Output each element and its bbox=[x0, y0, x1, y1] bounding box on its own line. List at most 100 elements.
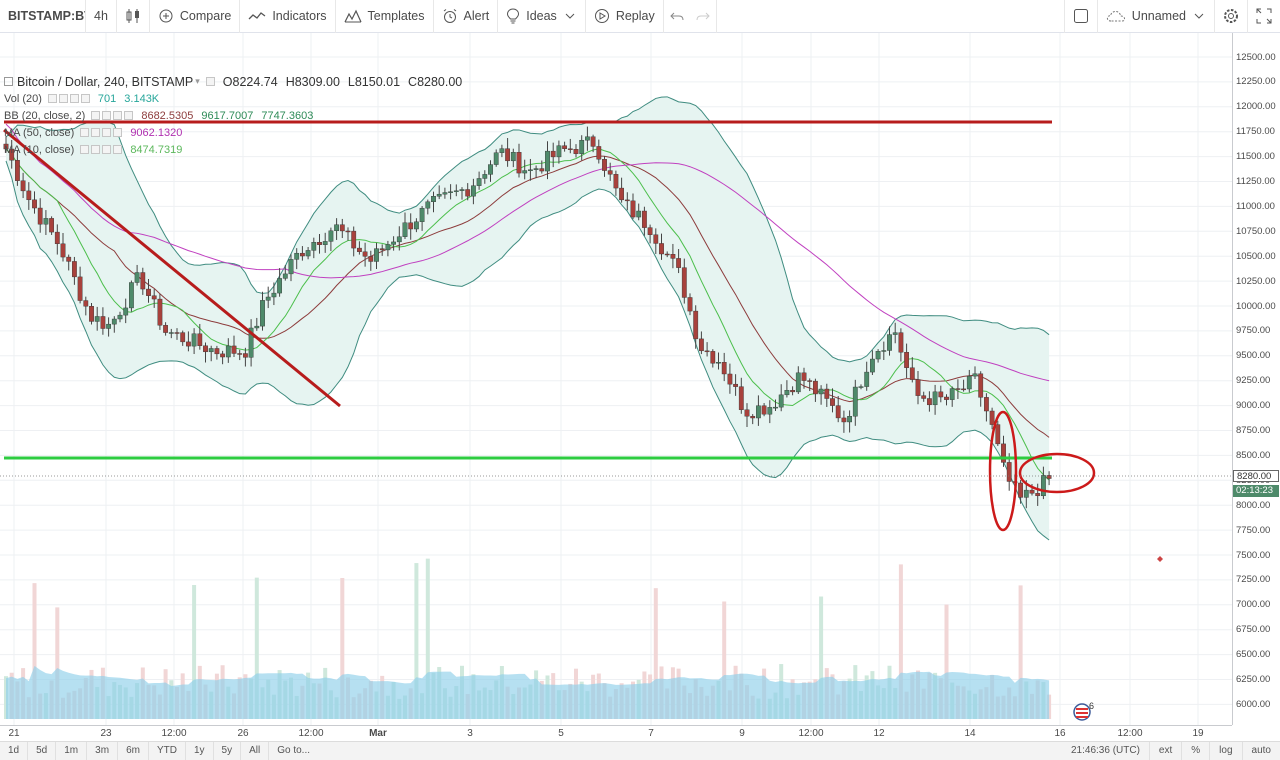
legend-indicator-row[interactable]: MA (50, close) 9062.1320 bbox=[4, 124, 470, 141]
candle-body bbox=[955, 388, 961, 390]
range-button-1d[interactable]: 1d bbox=[0, 742, 29, 760]
candle-body bbox=[966, 375, 972, 390]
indicator-name[interactable]: BB (20, close, 2) bbox=[4, 109, 86, 122]
auto-scale-toggle[interactable]: auto bbox=[1251, 745, 1271, 756]
redo-button[interactable] bbox=[690, 0, 717, 33]
more-icon[interactable] bbox=[80, 94, 90, 103]
eye-icon[interactable] bbox=[91, 111, 101, 120]
clock-display[interactable]: 21:46:36 (UTC) bbox=[1062, 742, 1150, 760]
candle-body bbox=[391, 241, 396, 245]
indicator-controls[interactable] bbox=[91, 111, 135, 120]
replay-button[interactable]: Replay bbox=[586, 0, 664, 33]
compare-label: Compare bbox=[179, 9, 232, 23]
percent-scale-toggle[interactable]: % bbox=[1182, 742, 1211, 760]
legend-indicator-row[interactable]: MA (10, close) 8474.7319 bbox=[4, 141, 470, 158]
fullscreen-button[interactable] bbox=[1248, 0, 1280, 33]
range-button-1m[interactable]: 1m bbox=[56, 742, 88, 760]
volume-bar bbox=[340, 577, 345, 719]
compare-button[interactable]: Compare bbox=[150, 0, 241, 33]
log-scale-toggle[interactable]: log bbox=[1210, 742, 1243, 760]
candle-body bbox=[385, 244, 391, 251]
eye-icon[interactable] bbox=[80, 128, 90, 137]
legend-indicator-row[interactable]: BB (20, close, 2) 8682.5305 9617.7007 7747.… bbox=[4, 107, 470, 124]
candle-body bbox=[847, 416, 853, 423]
annotation-ellipse-vertical[interactable] bbox=[988, 410, 1018, 532]
main-series-icon[interactable] bbox=[4, 77, 13, 86]
candle-body bbox=[77, 276, 83, 301]
price-axis[interactable]: 12500.00 12250.00 12000.00 11750.00 11500.00… bbox=[1232, 33, 1280, 725]
indicator-controls[interactable] bbox=[80, 145, 124, 154]
small-diamond-marker[interactable] bbox=[1157, 556, 1163, 562]
candle-body bbox=[636, 210, 642, 218]
candle-body bbox=[134, 272, 140, 283]
time-axis[interactable]: 21 23 12:00 26 12:00 Mar 3 5 7 9 12:00 12 14 16 12:00 1… bbox=[0, 725, 1232, 742]
templates-button[interactable]: Templates bbox=[336, 0, 434, 33]
more-icon[interactable] bbox=[124, 111, 134, 120]
close-icon[interactable] bbox=[113, 111, 123, 120]
indicator-name[interactable]: Vol (20) bbox=[4, 92, 42, 105]
chart-pane[interactable]: 6 Bitcoin / Dollar, 240, BITSTAMP ▾ O822… bbox=[0, 33, 1232, 725]
price-chart[interactable]: 6 bbox=[0, 33, 1232, 725]
range-button-3m[interactable]: 3m bbox=[87, 742, 119, 760]
candle-body bbox=[294, 252, 300, 260]
close-icon[interactable] bbox=[102, 145, 112, 154]
more-icon[interactable] bbox=[113, 128, 123, 137]
candle-body bbox=[431, 196, 436, 203]
fullscreen-chart-button[interactable] bbox=[1063, 0, 1098, 33]
legend-indicator-row[interactable]: Vol (20) 701 3.143K bbox=[4, 90, 470, 107]
alert-button[interactable]: Alert bbox=[434, 0, 499, 33]
interval-selector[interactable]: 4h bbox=[86, 0, 117, 33]
close-value: C8280.00 bbox=[408, 74, 463, 89]
gear-icon[interactable] bbox=[58, 94, 68, 103]
price-tick-label: 7250.00 bbox=[1236, 574, 1271, 586]
candle-body bbox=[379, 248, 385, 251]
lightbulb-icon bbox=[507, 8, 520, 24]
chart-style-button[interactable] bbox=[117, 0, 150, 33]
more-icon[interactable] bbox=[113, 145, 123, 154]
candle-body bbox=[9, 148, 15, 161]
indicator-controls[interactable] bbox=[47, 94, 92, 103]
candle-body bbox=[818, 388, 824, 395]
symbol-search[interactable]: BITSTAMP:BTCUSD bbox=[0, 0, 86, 33]
indicator-name[interactable]: MA (10, close) bbox=[4, 143, 75, 156]
close-icon[interactable] bbox=[69, 94, 79, 103]
price-tick-label: 8000.00 bbox=[1236, 499, 1271, 511]
candle-body bbox=[585, 136, 590, 141]
layout-selector[interactable]: Unnamed bbox=[1098, 0, 1215, 33]
candle-body bbox=[442, 192, 448, 195]
range-button-ytd[interactable]: YTD bbox=[149, 742, 186, 760]
range-button-all[interactable]: All bbox=[241, 742, 270, 760]
undo-button[interactable] bbox=[664, 0, 690, 33]
user-drawings[interactable] bbox=[0, 120, 1232, 562]
range-button-1y[interactable]: 1y bbox=[186, 742, 214, 760]
extended-hours-toggle[interactable]: ext bbox=[1150, 742, 1183, 760]
gear-icon[interactable] bbox=[91, 145, 101, 154]
range-button-6m[interactable]: 6m bbox=[118, 742, 149, 760]
events-badge[interactable]: 6 bbox=[1073, 701, 1094, 721]
series-buttons[interactable] bbox=[205, 77, 217, 86]
goto-button[interactable]: Go to... bbox=[277, 745, 311, 756]
indicators-button[interactable]: Indicators bbox=[240, 0, 336, 33]
candle-body bbox=[676, 258, 682, 268]
annotation-ellipse-horizontal[interactable] bbox=[1018, 452, 1096, 494]
eye-icon[interactable] bbox=[80, 145, 90, 154]
settings-button[interactable] bbox=[1215, 0, 1248, 33]
range-button-5d[interactable]: 5d bbox=[28, 742, 57, 760]
indicator-name[interactable]: MA (50, close) bbox=[4, 126, 75, 139]
price-tick-label: 7750.00 bbox=[1236, 524, 1271, 536]
close-icon[interactable] bbox=[102, 128, 112, 137]
gear-icon[interactable] bbox=[91, 128, 101, 137]
symbol-title[interactable]: Bitcoin / Dollar, 240, BITSTAMP bbox=[17, 74, 194, 89]
ideas-button[interactable]: Ideas bbox=[498, 0, 586, 33]
range-button-5y[interactable]: 5y bbox=[214, 742, 242, 760]
candle-body bbox=[1040, 475, 1046, 497]
candle-body bbox=[220, 353, 225, 358]
chevron-down-icon[interactable]: ▾ bbox=[195, 76, 200, 86]
downtrend-line[interactable] bbox=[3, 128, 341, 408]
eye-icon[interactable] bbox=[47, 94, 57, 103]
candle-body bbox=[488, 164, 493, 175]
gear-icon[interactable] bbox=[102, 111, 112, 120]
candle-body bbox=[1006, 462, 1012, 482]
chevron-down-icon bbox=[1194, 13, 1204, 19]
indicator-controls[interactable] bbox=[80, 128, 124, 137]
